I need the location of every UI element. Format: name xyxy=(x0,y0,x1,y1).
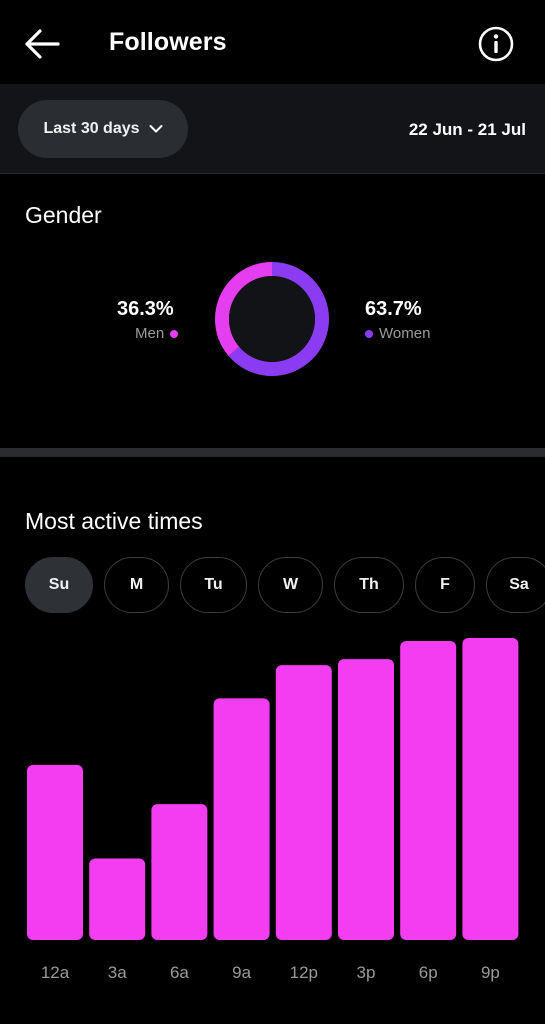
x-tick-label-3p: 3p xyxy=(357,963,376,982)
bar-6a[interactable] xyxy=(151,804,208,940)
day-tab-label: M xyxy=(129,576,144,593)
date-range-dropdown[interactable]: Last 30 days xyxy=(18,100,188,158)
active-times-bar-chart: 12a 3a 6a 9a 12p 3p 6p 9p xyxy=(27,638,519,982)
section-divider xyxy=(0,448,545,457)
men-percent: 36.3% xyxy=(117,298,174,320)
women-legend-dot xyxy=(365,329,373,338)
date-filter-bar: Last 30 days 22 Jun - 21 Jul xyxy=(0,84,545,174)
day-tab-friday[interactable]: F xyxy=(415,557,475,613)
gender-donut-chart xyxy=(215,262,329,376)
day-tab-label: Th xyxy=(359,576,379,593)
day-tab-label: Tu xyxy=(204,576,223,593)
day-tab-label: F xyxy=(440,576,450,593)
day-tab-saturday[interactable]: Sa xyxy=(486,557,545,613)
men-legend: Men xyxy=(135,325,179,342)
bar-12p[interactable] xyxy=(275,665,332,940)
page-title: Followers xyxy=(109,28,227,56)
men-label: Men xyxy=(135,325,165,342)
x-tick-label-6p: 6p xyxy=(419,963,438,982)
arrow-left-icon xyxy=(25,29,60,59)
day-tab-sunday[interactable]: Su xyxy=(25,557,93,613)
men-donut-slice xyxy=(215,262,329,376)
bar-12a[interactable] xyxy=(27,764,83,940)
x-tick-label-9p: 9p xyxy=(481,963,500,982)
top-bar: Followers xyxy=(0,0,545,84)
x-tick-label-9a: 9a xyxy=(232,963,251,982)
x-tick-label-12p: 12p xyxy=(290,963,318,982)
day-tab-label: Sa xyxy=(509,576,529,593)
men-legend-dot xyxy=(170,329,179,338)
chevron-down-icon xyxy=(149,125,163,133)
day-tab-label: W xyxy=(282,576,299,593)
bar-9a[interactable] xyxy=(213,698,270,940)
bar-9p[interactable] xyxy=(462,638,519,940)
bar-3a[interactable] xyxy=(89,858,146,940)
info-icon xyxy=(478,26,514,62)
day-tab-monday[interactable]: M xyxy=(104,557,169,613)
x-tick-label-12a: 12a xyxy=(41,963,70,982)
bar-6p[interactable] xyxy=(400,641,457,940)
day-tab-wednesday[interactable]: W xyxy=(258,557,323,613)
x-tick-label-3a: 3a xyxy=(108,963,127,982)
info-button[interactable] xyxy=(477,25,515,63)
date-range-text: 22 Jun - 21 Jul xyxy=(408,120,526,139)
day-tab-label: Su xyxy=(48,576,70,593)
bar-3p[interactable] xyxy=(338,659,394,940)
women-legend: Women xyxy=(365,325,430,342)
back-button[interactable] xyxy=(22,26,62,62)
day-tab-tuesday[interactable]: Tu xyxy=(180,557,247,613)
x-tick-label-6a: 6a xyxy=(170,963,189,982)
women-label: Women xyxy=(379,325,431,342)
date-range-dropdown-label: Last 30 days xyxy=(43,120,140,137)
gender-section-title: Gender xyxy=(25,202,102,228)
active-times-section-title: Most active times xyxy=(25,508,203,534)
day-tab-thursday[interactable]: Th xyxy=(334,557,404,613)
women-percent: 63.7% xyxy=(365,298,422,320)
